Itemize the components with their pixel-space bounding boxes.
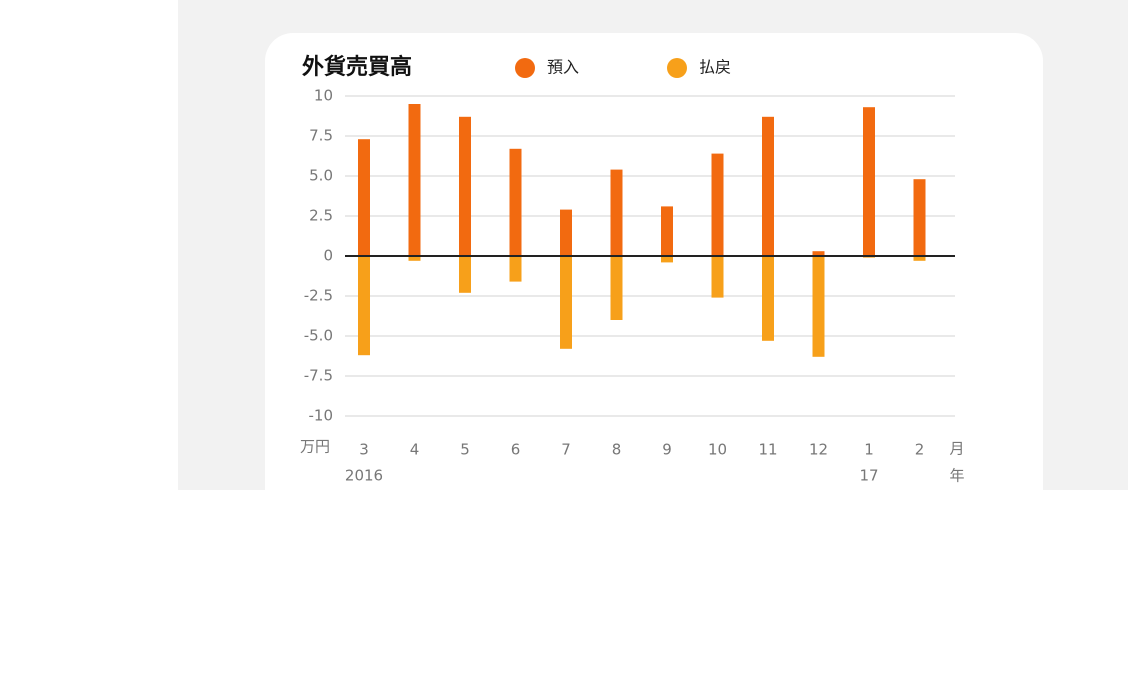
x-tick-label: 9 — [662, 441, 672, 459]
x-tick-label: 10 — [708, 441, 727, 459]
bar — [913, 179, 926, 256]
y-tick-label: 5.0 — [309, 167, 333, 185]
bar — [408, 256, 421, 261]
x-tick-label: 7 — [561, 441, 571, 459]
bar — [560, 209, 572, 256]
bar — [812, 251, 825, 256]
x-unit-month: 月 — [949, 440, 964, 458]
x-tick-label: 3 — [359, 441, 369, 459]
legend-marker — [667, 58, 687, 78]
y-tick-label: 2.5 — [309, 207, 333, 225]
bar — [610, 256, 623, 320]
bar — [863, 107, 875, 256]
y-tick-label: -5.0 — [304, 327, 333, 345]
y-tick-label: -10 — [309, 407, 334, 425]
y-tick-label: 7.5 — [309, 127, 333, 145]
legend-label: 預入 — [547, 58, 579, 77]
x-tick-label: 1 — [864, 441, 874, 459]
x-tick-label: 4 — [410, 441, 420, 459]
bar — [711, 153, 724, 256]
legend-marker — [515, 58, 535, 78]
bar — [762, 256, 774, 341]
bar — [610, 169, 623, 256]
y-tick-label: 10 — [314, 87, 333, 105]
bar — [358, 256, 370, 356]
card — [265, 33, 1043, 490]
bar — [459, 256, 471, 293]
x-tick-label: 8 — [612, 441, 622, 459]
bar — [913, 256, 926, 261]
x-tick-label: 5 — [460, 441, 470, 459]
bar — [408, 104, 421, 256]
bar — [661, 256, 673, 263]
y-tick-label: 0 — [323, 247, 333, 265]
x-year-label: 17 — [859, 467, 878, 485]
bar — [711, 256, 724, 298]
bar — [762, 116, 774, 256]
bar — [661, 206, 673, 256]
bar — [509, 256, 522, 282]
bar — [459, 116, 471, 256]
x-unit-year: 年 — [949, 467, 964, 485]
x-tick-label: 11 — [758, 441, 777, 459]
bar — [358, 139, 370, 256]
bar — [812, 256, 825, 357]
x-tick-label: 2 — [915, 441, 925, 459]
x-tick-label: 6 — [511, 441, 521, 459]
x-tick-label: 12 — [809, 441, 828, 459]
x-year-label: 2016 — [345, 467, 383, 485]
y-unit: 万円 — [300, 438, 330, 456]
y-tick-label: -2.5 — [304, 287, 333, 305]
legend-label: 払戻 — [699, 58, 731, 77]
y-tick-label: -7.5 — [304, 367, 333, 385]
chart-title: 外貨売買高 — [302, 54, 412, 80]
bar — [560, 256, 572, 349]
bar — [509, 148, 522, 256]
